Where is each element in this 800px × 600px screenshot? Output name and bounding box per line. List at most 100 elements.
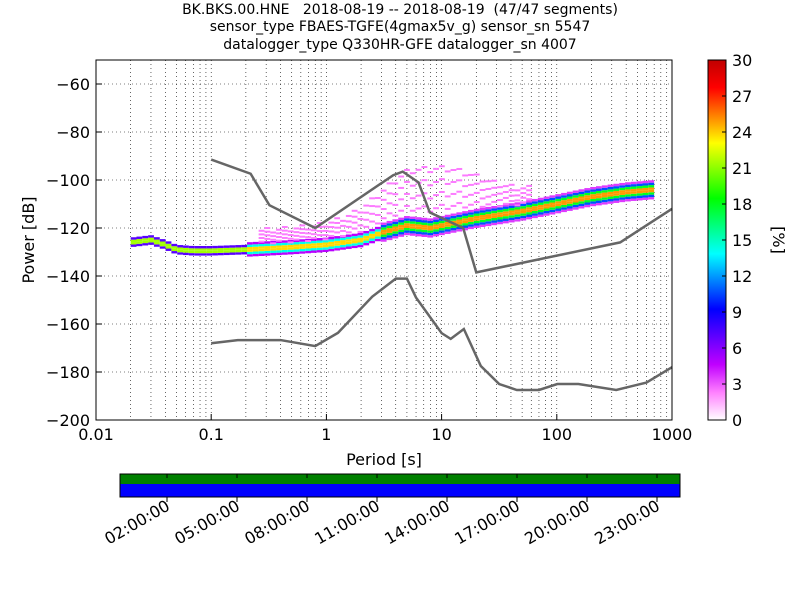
psd-cell (252, 241, 259, 245)
psd-cell (171, 248, 178, 252)
psd-cell (409, 230, 416, 234)
psd-cell (357, 230, 364, 233)
psd-cell (427, 184, 434, 187)
psd-cell (398, 232, 405, 235)
psd-cell (264, 250, 271, 254)
psd-cell (415, 207, 422, 210)
psd-cell (357, 217, 364, 220)
psd-cell (648, 189, 655, 193)
psd-cell (630, 188, 637, 192)
psd-cell (468, 224, 474, 227)
psd-cell (462, 185, 469, 188)
psd-cell (374, 222, 381, 225)
psd-cell (479, 212, 486, 216)
psd-cell (438, 203, 445, 206)
psd-cell (526, 214, 533, 217)
psd-cell (514, 202, 521, 205)
psd-cell (345, 220, 352, 223)
psd-cell (514, 211, 521, 215)
psd-cell (590, 186, 596, 190)
psd-cell (444, 195, 451, 198)
psd-cell (479, 205, 486, 208)
psd-cell (386, 232, 393, 236)
psd-cell (456, 167, 463, 170)
noise-model-high (210, 158, 673, 274)
psd-cell (578, 189, 585, 192)
psd-cell (438, 223, 445, 226)
psd-cell (223, 250, 230, 253)
psd-cell (578, 194, 585, 197)
psd-cell (334, 221, 341, 224)
psd-cell (276, 228, 282, 231)
psd-cell (212, 245, 218, 249)
psd-cell (171, 243, 178, 247)
psd-cell (217, 245, 224, 249)
psd-cell (421, 217, 428, 221)
psd-cell (508, 217, 515, 221)
psd-cell (159, 246, 166, 249)
psd-cell (433, 226, 439, 230)
psd-cell (340, 240, 346, 243)
psd-cell (584, 204, 591, 208)
psd-cell (357, 240, 364, 243)
psd-cell (491, 208, 498, 211)
psd-cell (421, 227, 428, 230)
psd-cell (601, 187, 608, 191)
psd-cell (351, 233, 358, 237)
psd-cell (136, 243, 143, 247)
psd-cell (258, 253, 265, 256)
psd-cell (404, 223, 410, 226)
psd-cell (258, 243, 265, 247)
psd-cell (456, 212, 463, 215)
psd-cell (409, 226, 416, 229)
psd-cell (555, 206, 562, 209)
psd-cell (450, 180, 457, 183)
psd-cell (270, 235, 277, 238)
psd-cell (409, 172, 416, 175)
psd-cell (281, 225, 288, 228)
psd-cell (456, 202, 463, 205)
chart-title-line-2: sensor_type FBAES-TGFE(4gmax5v_g) sensor… (209, 19, 591, 35)
psd-cell (532, 208, 538, 211)
psd-cell (305, 240, 311, 243)
psd-cell (415, 219, 422, 222)
psd-cell (188, 253, 195, 256)
psd-cell (450, 220, 457, 224)
psd-cell (351, 238, 358, 241)
psd-cell (142, 243, 149, 246)
psd-cell (630, 191, 637, 194)
psd-cell (549, 202, 556, 205)
psd-cell (625, 189, 631, 192)
psd-cell (293, 231, 300, 234)
psd-cell (468, 212, 474, 215)
psd-cell (310, 238, 317, 241)
psd-cell (415, 224, 422, 227)
psd-cell (549, 197, 556, 201)
psd-cell (374, 229, 381, 232)
psd-cell (130, 237, 137, 240)
psd-cell (462, 227, 469, 231)
psd-cell (491, 200, 498, 203)
psd-cell (485, 214, 492, 217)
psd-cell (450, 168, 457, 171)
psd-cell (491, 205, 498, 209)
psd-cell (479, 222, 486, 225)
psd-cell (526, 204, 533, 208)
psd-cell (543, 210, 550, 214)
psd-cell (386, 228, 393, 231)
psd-cell (584, 200, 591, 203)
psd-cell (462, 225, 469, 228)
psd-cell (613, 183, 620, 187)
psd-cell (572, 204, 579, 208)
psd-cell (392, 203, 399, 206)
psd-cell (485, 187, 492, 190)
psd-cell (148, 235, 154, 238)
psd-cell (508, 203, 515, 206)
psd-cell (601, 194, 608, 198)
psd-cell (479, 219, 486, 223)
psd-cell (264, 227, 271, 230)
psd-cell (188, 250, 195, 254)
psd-cell (363, 225, 370, 228)
psd-cell (415, 221, 422, 225)
psd-cell (363, 240, 370, 243)
